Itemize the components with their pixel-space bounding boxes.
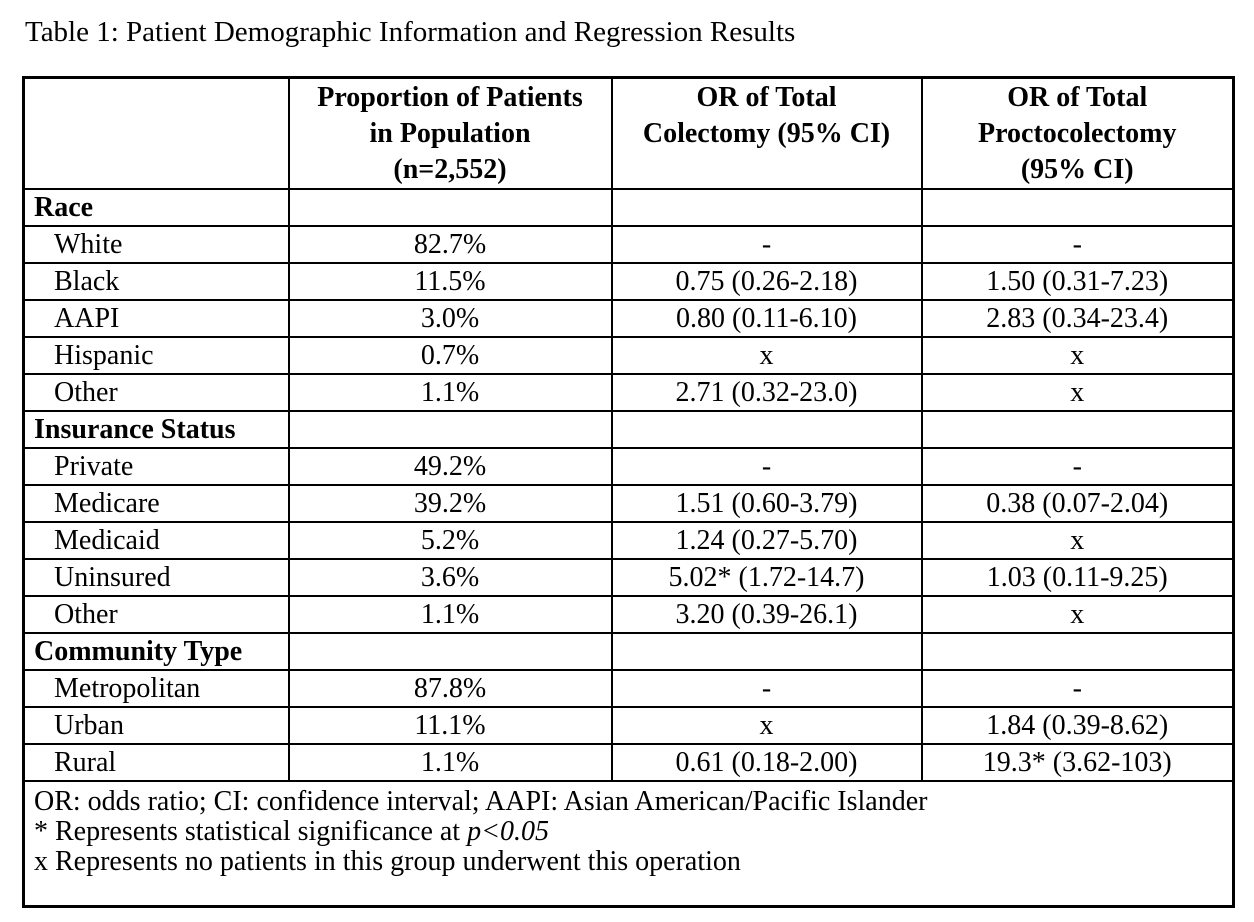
demographics-table: Proportion of Patients in Population (n=…	[22, 76, 1235, 908]
proportion-cell: 1.1%	[287, 373, 613, 412]
data-row: Medicaid 5.2% 1.24 (0.27-5.70) x	[22, 521, 1235, 560]
colectomy-or-cell: 0.75 (0.26-2.18)	[610, 262, 923, 301]
column-header-proctocolectomy-or: OR of Total Proctocolectomy (95% CI)	[920, 76, 1235, 190]
row-label-cell: Medicaid	[22, 521, 290, 560]
proctocolectomy-or-cell: -	[920, 669, 1235, 708]
proctocolectomy-or-cell: -	[920, 225, 1235, 264]
row-label-cell: White	[22, 225, 290, 264]
row-label-cell: Uninsured	[22, 558, 290, 597]
colectomy-or-cell: 1.51 (0.60-3.79)	[610, 484, 923, 523]
section-label: Community Type	[22, 632, 290, 671]
footnote-no-patients: x Represents no patients in this group u…	[34, 846, 741, 877]
row-label-cell: Black	[22, 262, 290, 301]
row-label-cell: AAPI	[22, 299, 290, 338]
data-row: Hispanic 0.7% x x	[22, 336, 1235, 375]
section-header-row: Community Type	[22, 632, 1235, 671]
colectomy-or-cell: x	[610, 706, 923, 745]
footnote-significance-text: * Represents statistical significance at	[34, 816, 468, 847]
data-row: Uninsured 3.6% 5.02* (1.72-14.7) 1.03 (0.11…	[22, 558, 1235, 597]
column-header-proportion: Proportion of Patients in Population (n=…	[287, 76, 613, 190]
colectomy-or-cell: 0.80 (0.11-6.10)	[610, 299, 923, 338]
empty-cell	[920, 188, 1235, 227]
proctocolectomy-or-cell: 1.84 (0.39-8.62)	[920, 706, 1235, 745]
empty-cell	[610, 632, 923, 671]
proctocolectomy-or-cell: x	[920, 336, 1235, 375]
proportion-cell: 0.7%	[287, 336, 613, 375]
empty-cell	[610, 188, 923, 227]
proportion-cell: 3.0%	[287, 299, 613, 338]
row-label-cell: Urban	[22, 706, 290, 745]
colectomy-or-cell: -	[610, 669, 923, 708]
footnote-abbreviations: OR: odds ratio; CI: confidence interval;…	[34, 786, 928, 817]
proctocolectomy-or-cell: 19.3* (3.62-103)	[920, 743, 1235, 782]
proctocolectomy-or-cell: x	[920, 595, 1235, 634]
proctocolectomy-or-cell: 1.50 (0.31-7.23)	[920, 262, 1235, 301]
data-row: Other 1.1% 3.20 (0.39-26.1) x	[22, 595, 1235, 634]
footnote-significance: * Represents statistical significance at…	[34, 817, 1222, 847]
row-label-cell: Other	[22, 373, 290, 412]
column-header-blank	[22, 76, 290, 190]
colectomy-or-cell: 2.71 (0.32-23.0)	[610, 373, 923, 412]
row-label-cell: Other	[22, 595, 290, 634]
colectomy-or-cell: x	[610, 336, 923, 375]
empty-cell	[920, 632, 1235, 671]
colectomy-or-cell: 1.24 (0.27-5.70)	[610, 521, 923, 560]
proctocolectomy-or-cell: 0.38 (0.07-2.04)	[920, 484, 1235, 523]
table-header: Proportion of Patients in Population (n=…	[22, 76, 1235, 190]
column-header-colectomy-or: OR of Total Colectomy (95% CI)	[610, 76, 923, 190]
data-row: Medicare 39.2% 1.51 (0.60-3.79) 0.38 (0.07-…	[22, 484, 1235, 523]
footnotes-cell: OR: odds ratio; CI: confidence interval;…	[22, 780, 1235, 908]
proctocolectomy-or-cell: -	[920, 447, 1235, 486]
colectomy-or-cell: 5.02* (1.72-14.7)	[610, 558, 923, 597]
row-label-cell: Private	[22, 447, 290, 486]
proctocolectomy-or-cell: 1.03 (0.11-9.25)	[920, 558, 1235, 597]
proportion-cell: 3.6%	[287, 558, 613, 597]
proctocolectomy-or-cell: x	[920, 373, 1235, 412]
data-row: Black 11.5% 0.75 (0.26-2.18) 1.50 (0.31-7.2…	[22, 262, 1235, 301]
colectomy-or-cell: -	[610, 447, 923, 486]
row-label-cell: Medicare	[22, 484, 290, 523]
row-label-cell: Hispanic	[22, 336, 290, 375]
empty-cell	[920, 410, 1235, 449]
proctocolectomy-or-cell: x	[920, 521, 1235, 560]
footnote-significance-pvalue: p<0.05	[467, 816, 549, 847]
colectomy-or-cell: -	[610, 225, 923, 264]
colectomy-or-cell: 0.61 (0.18-2.00)	[610, 743, 923, 782]
proportion-cell: 1.1%	[287, 743, 613, 782]
proportion-cell: 11.1%	[287, 706, 613, 745]
section-label: Race	[22, 188, 290, 227]
section-header-row: Race	[22, 188, 1235, 227]
empty-cell	[287, 188, 613, 227]
data-row: Urban 11.1% x 1.84 (0.39-8.62)	[22, 706, 1235, 745]
empty-cell	[610, 410, 923, 449]
proportion-cell: 82.7%	[287, 225, 613, 264]
table-title: Table 1: Patient Demographic Information…	[25, 16, 796, 48]
proportion-cell: 11.5%	[287, 262, 613, 301]
header-row: Proportion of Patients in Population (n=…	[22, 76, 1235, 190]
data-row: White 82.7% - -	[22, 225, 1235, 264]
row-label-cell: Metropolitan	[22, 669, 290, 708]
data-row: Private 49.2% - -	[22, 447, 1235, 486]
data-row: Metropolitan 87.8% - -	[22, 669, 1235, 708]
table-body: Race White 82.7% - - Black 11.5% 0.75 (0.26-2.1…	[22, 188, 1235, 782]
data-row: AAPI 3.0% 0.80 (0.11-6.10) 2.83 (0.34-23.4)	[22, 299, 1235, 338]
table-footer: OR: odds ratio; CI: confidence interval;…	[22, 780, 1235, 908]
proportion-cell: 49.2%	[287, 447, 613, 486]
section-header-row: Insurance Status	[22, 410, 1235, 449]
proportion-cell: 1.1%	[287, 595, 613, 634]
colectomy-or-cell: 3.20 (0.39-26.1)	[610, 595, 923, 634]
footnote-row: OR: odds ratio; CI: confidence interval;…	[22, 780, 1235, 908]
proportion-cell: 5.2%	[287, 521, 613, 560]
row-label-cell: Rural	[22, 743, 290, 782]
data-row: Rural 1.1% 0.61 (0.18-2.00) 19.3* (3.62-103…	[22, 743, 1235, 782]
data-row: Other 1.1% 2.71 (0.32-23.0) x	[22, 373, 1235, 412]
section-label: Insurance Status	[22, 410, 290, 449]
empty-cell	[287, 632, 613, 671]
proportion-cell: 39.2%	[287, 484, 613, 523]
proportion-cell: 87.8%	[287, 669, 613, 708]
proctocolectomy-or-cell: 2.83 (0.34-23.4)	[920, 299, 1235, 338]
empty-cell	[287, 410, 613, 449]
